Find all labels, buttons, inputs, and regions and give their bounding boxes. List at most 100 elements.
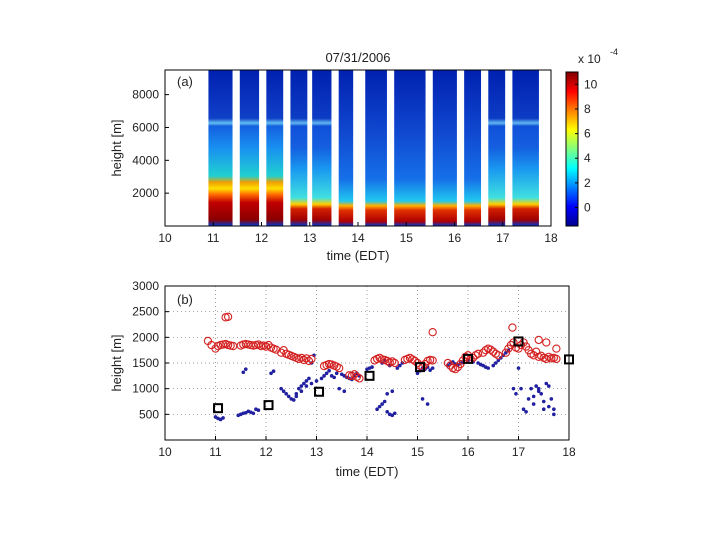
scatter-point-dot xyxy=(541,399,546,404)
scatter-point-dot xyxy=(334,371,339,376)
scatter-point-circle xyxy=(486,345,495,354)
scatter-point-circle xyxy=(410,356,420,366)
scatter-point-dot xyxy=(390,389,395,394)
panel-label: (b) xyxy=(177,292,193,307)
y-tick-label: 2500 xyxy=(132,305,159,319)
scatter-point-dot xyxy=(370,365,374,369)
scatter-point-dot xyxy=(284,392,289,396)
scatter-point-dot xyxy=(375,407,379,412)
scatter-point-dot xyxy=(324,371,329,376)
heatmap-column xyxy=(365,70,387,226)
x-tick-label: 12 xyxy=(255,231,269,245)
x-axis-label: time (EDT) xyxy=(336,464,399,479)
scatter-point-circle xyxy=(509,338,518,347)
y-tick-label: 2000 xyxy=(132,186,159,200)
colorbar-tick-label: 0 xyxy=(584,201,591,215)
scatter-point-square xyxy=(513,336,524,347)
colorbar-tick-label: 6 xyxy=(584,127,591,141)
scatter-point-dot xyxy=(385,392,390,396)
y-tick-label: 500 xyxy=(139,407,159,421)
scatter-point-circle xyxy=(451,365,460,374)
scatter-point-dot xyxy=(241,370,246,375)
scatter-point-dot xyxy=(531,402,536,406)
y-tick-label: 1500 xyxy=(132,356,159,370)
x-tick-label: 12 xyxy=(259,445,273,459)
scatter-point-circle xyxy=(532,347,541,356)
scatter-point-dot xyxy=(534,384,538,388)
scatter-point-square xyxy=(364,370,375,381)
scatter-point-dot xyxy=(244,367,248,371)
scatter-point-square xyxy=(415,362,426,373)
x-tick-label: 11 xyxy=(209,445,222,459)
x-tick-label: 18 xyxy=(544,231,558,245)
scatter-point-dot xyxy=(337,386,342,391)
scatter-point-dot xyxy=(451,360,455,364)
scatter-point-dot xyxy=(552,412,556,417)
scatter-point-dot xyxy=(380,402,384,406)
scatter-point-dot xyxy=(304,384,309,388)
scatter-point-dot xyxy=(547,384,551,388)
scatter-point-circle xyxy=(501,348,511,357)
scatter-point-dot xyxy=(297,386,301,391)
x-tick-label: 11 xyxy=(207,231,220,245)
x-tick-label: 18 xyxy=(562,445,576,459)
x-tick-label: 14 xyxy=(351,231,365,245)
scatter-point-circle xyxy=(508,323,517,332)
scatter-point-dot xyxy=(304,379,309,383)
scatter-point-dot xyxy=(299,389,304,394)
scatter-point-dot xyxy=(541,407,546,412)
scatter-point-dot xyxy=(486,366,491,370)
scatter-point-circle xyxy=(335,363,344,373)
scatter-point-circle xyxy=(534,335,543,345)
colorbar-tick-label: 2 xyxy=(584,176,591,190)
scatter-point-dot xyxy=(511,386,516,391)
scatter-point-circle xyxy=(552,354,561,364)
scatter-point-dot xyxy=(251,411,256,416)
scatter-point-circle xyxy=(552,344,561,353)
scatter-point-dot xyxy=(547,404,551,409)
scatter-point-dot xyxy=(544,381,549,386)
x-tick-label: 10 xyxy=(158,231,172,245)
colorbar-tick-label: 8 xyxy=(584,102,591,116)
scatter-point-circle xyxy=(478,348,488,357)
scatter-point-circle xyxy=(428,356,437,365)
panel-label: (a) xyxy=(177,74,193,89)
scatter-point-circle xyxy=(542,338,551,347)
x-tick-label: 17 xyxy=(496,231,510,245)
scatter-point-circle xyxy=(473,349,483,358)
scatter-point-dot xyxy=(269,371,273,376)
scatter-point-dot xyxy=(428,368,432,372)
scatter-point-circle xyxy=(350,370,359,379)
scatter-point-circle xyxy=(468,353,478,363)
scatter-point-dot xyxy=(425,402,430,406)
scatter-point-circle xyxy=(276,348,286,357)
scatter-point-dot xyxy=(524,409,528,414)
scatter-point-dot xyxy=(322,374,326,378)
scatter-point-dot xyxy=(539,392,544,396)
scatter-point-dot xyxy=(382,399,387,404)
scatter-point-circle xyxy=(223,312,233,321)
colorbar-tick-label: 4 xyxy=(584,151,591,165)
scatter-point-dot xyxy=(314,379,319,383)
scatter-point-circle xyxy=(302,354,311,363)
scatter-point-dot xyxy=(307,376,311,381)
heatmap-column xyxy=(239,70,260,226)
x-tick-label: 14 xyxy=(360,445,374,459)
y-axis-label: height [m] xyxy=(109,119,124,176)
scatter-point-dot xyxy=(309,381,314,386)
y-tick-label: 4000 xyxy=(132,153,159,167)
scatter-point-dot xyxy=(496,358,501,363)
scatter-point-square xyxy=(213,403,224,414)
scatter-point-circle xyxy=(297,353,306,363)
scatter-point-dot xyxy=(281,389,286,394)
y-tick-label: 2000 xyxy=(132,330,159,344)
scatter-point-dot xyxy=(430,366,435,370)
colorbar-scale-exponent: -4 xyxy=(610,47,618,57)
scatter-point-dot xyxy=(377,404,382,409)
scatter-point-dot xyxy=(549,397,554,401)
scatter-point-dot xyxy=(536,386,541,391)
x-tick-label: 16 xyxy=(448,231,462,245)
x-tick-label: 10 xyxy=(158,445,172,459)
heatmap-column xyxy=(208,70,233,226)
